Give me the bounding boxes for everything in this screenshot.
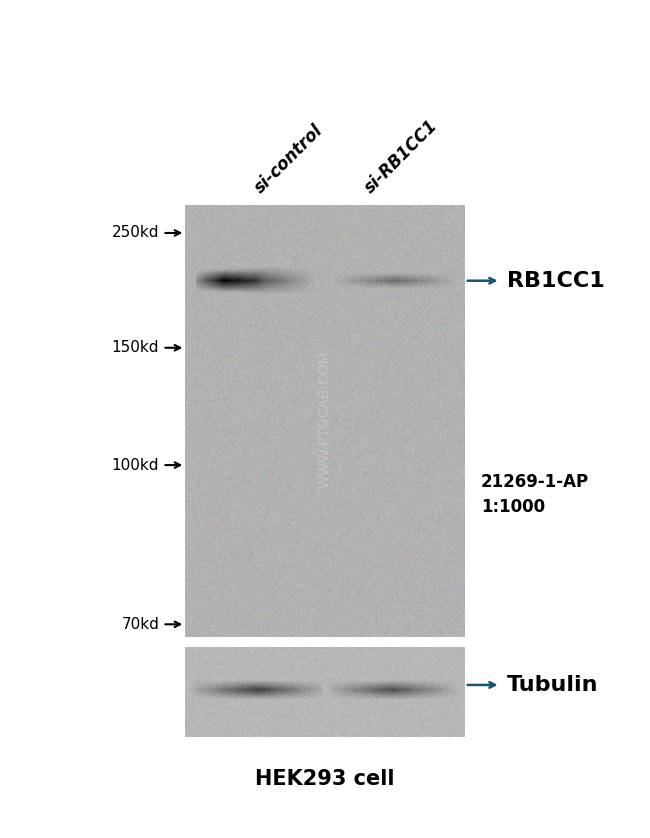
Text: 70kd: 70kd — [122, 617, 159, 632]
Text: HEK293 cell: HEK293 cell — [255, 769, 395, 789]
Text: si-RB1CC1: si-RB1CC1 — [361, 116, 441, 197]
Text: 150kd: 150kd — [112, 340, 159, 355]
Text: WWW.PTGCAB.COM: WWW.PTGCAB.COM — [318, 350, 332, 488]
Text: RB1CC1: RB1CC1 — [507, 271, 604, 291]
Text: 21269-1-AP
1:1000: 21269-1-AP 1:1000 — [481, 473, 589, 516]
Text: 100kd: 100kd — [112, 458, 159, 473]
Text: 250kd: 250kd — [112, 225, 159, 241]
Text: Tubulin: Tubulin — [507, 675, 599, 695]
Text: si-control: si-control — [250, 122, 326, 197]
